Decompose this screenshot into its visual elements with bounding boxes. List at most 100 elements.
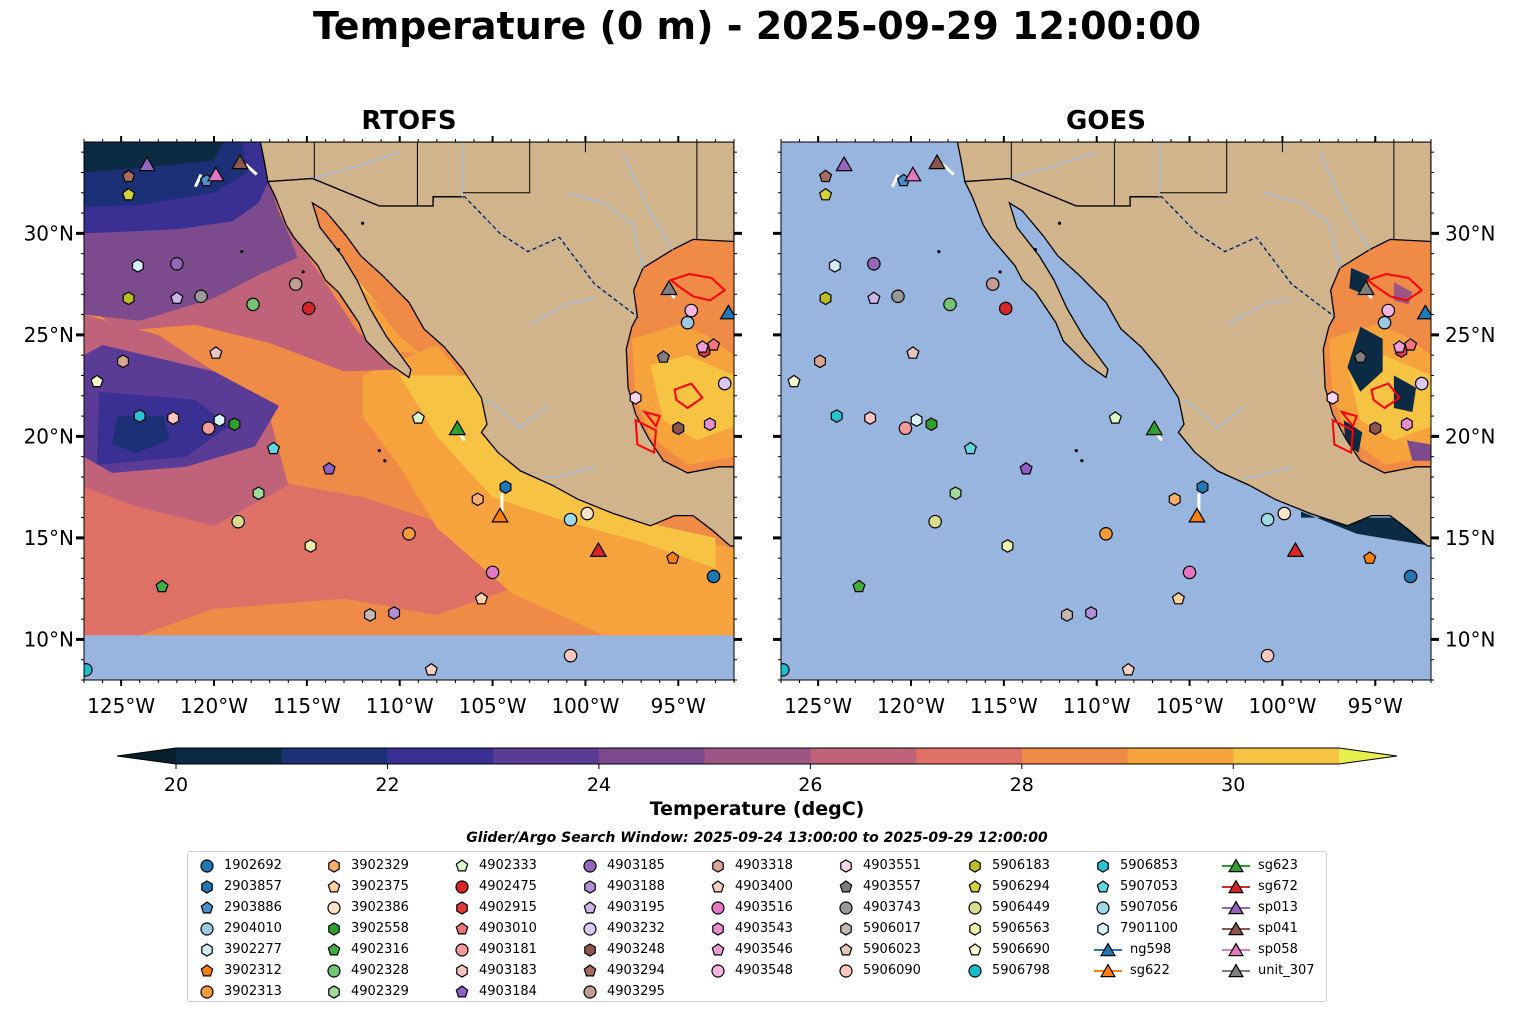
legend-column: 4903551 4903557 4903743 5906017 5906023 59060… <box>837 855 921 981</box>
legend-item: 4903551 <box>837 855 921 876</box>
legend-marker-icon <box>1096 879 1110 892</box>
island <box>1074 448 1078 453</box>
legend-marker-icon <box>1094 962 1122 977</box>
x-tick-label: 115°W <box>273 694 341 718</box>
state-border <box>462 142 531 194</box>
legend-marker-icon <box>327 963 341 978</box>
legend-item: 4903557 <box>837 876 921 897</box>
colorbar-segment <box>493 748 600 764</box>
legend-shape <box>583 921 597 936</box>
argo-float-2904010 <box>1377 315 1392 330</box>
legend-item: 4903183 <box>453 960 537 981</box>
legend-item-label: 2903886 <box>224 900 282 915</box>
argo-float-5906449 <box>231 514 245 529</box>
x-tick-label: 125°W <box>87 694 155 718</box>
temperature-field <box>84 142 224 173</box>
legend-marker-icon <box>1222 920 1250 935</box>
legend-item-label: 4902329 <box>351 984 409 999</box>
legend-marker-icon <box>712 858 724 873</box>
legend-item: 4902316 <box>325 939 409 960</box>
glider-sp058 <box>904 166 922 182</box>
legend-item-label: 4902328 <box>351 963 409 978</box>
legend-marker-icon <box>200 963 214 976</box>
glider-unit_307 <box>660 279 678 296</box>
legend-item: 2903886 <box>198 897 282 918</box>
map-frame <box>780 141 1432 681</box>
legend-item-label: 4903516 <box>735 900 793 915</box>
temperature-contour <box>634 418 658 455</box>
colorbar-segment <box>810 748 917 764</box>
argo-float-3902277 <box>828 258 841 273</box>
argo-float-5906023 <box>209 346 223 359</box>
legend-shape <box>1097 858 1109 873</box>
legend-shape <box>968 879 982 892</box>
argo-float-4903551 <box>1326 390 1339 405</box>
argo-float-3902277 <box>131 258 144 273</box>
legend-item-label: sp013 <box>1258 900 1298 915</box>
colorbar-high-extend <box>1339 748 1397 764</box>
legend-shape <box>201 879 213 894</box>
argo-float-4903294 <box>121 169 136 183</box>
legend-item: sg623 <box>1222 855 1315 876</box>
argo-float-4902329 <box>252 486 265 501</box>
legend-item-label: 4903543 <box>735 921 793 936</box>
argo-float-5906090 <box>563 648 578 663</box>
river <box>484 399 549 430</box>
legend-marker-icon <box>584 942 596 957</box>
legend-shape <box>455 921 469 934</box>
legend-item-label: ng598 <box>1130 942 1172 957</box>
river <box>1241 466 1292 479</box>
legend-item: sp041 <box>1222 918 1315 939</box>
river <box>566 192 644 269</box>
glider-sg623 <box>448 419 467 436</box>
colorbar-tick-label: 22 <box>375 774 399 796</box>
argo-float-5906690 <box>90 374 104 388</box>
legend-marker-icon <box>1094 941 1122 956</box>
legend-shape <box>968 942 982 955</box>
legend-item: 5906563 <box>966 918 1050 939</box>
legend-item-label: 4903232 <box>607 921 665 936</box>
argo-float-4903318 <box>116 354 129 369</box>
legend-item-label: 4902316 <box>351 942 409 957</box>
legend-column: 4903185 4903188 4903195 4903232 4903248 49032… <box>581 855 665 1002</box>
legend-item-label: 4903551 <box>863 858 921 873</box>
colorbar-tick-label: 30 <box>1221 774 1245 796</box>
river <box>1318 151 1371 251</box>
island <box>336 248 341 252</box>
temperature-contour <box>1339 410 1359 429</box>
argo-float-4903295 <box>985 277 1000 291</box>
x-tick-label: 120°W <box>877 694 945 718</box>
argo-float-3902375 <box>1171 591 1186 605</box>
temperature-contour <box>642 410 662 429</box>
legend-item-label: 4903294 <box>607 963 665 978</box>
river <box>529 297 595 326</box>
island <box>1080 459 1084 463</box>
argo-float-4903248 <box>1369 421 1382 436</box>
legend-shape <box>455 858 469 871</box>
legend-shape <box>327 879 341 892</box>
legend-item-label: 4902333 <box>479 858 537 873</box>
y-tick-label: 25°N <box>24 323 74 347</box>
legend-item-label: 5906017 <box>863 921 921 936</box>
legend-shape <box>327 963 341 978</box>
argo-float-4903516 <box>485 565 500 580</box>
y-tick-label: 20°N <box>1445 424 1495 448</box>
legend-shape <box>1096 879 1110 892</box>
argo-float-3902386 <box>1277 506 1292 521</box>
legend-item-label: sg623 <box>1258 858 1298 873</box>
legend-marker-icon <box>839 879 853 892</box>
argo-float-4902328 <box>246 297 260 312</box>
legend-triangle <box>1100 941 1116 956</box>
legend-item-label: 3902277 <box>224 942 282 957</box>
legend-item-label: 4903248 <box>607 942 665 957</box>
legend-shape <box>455 942 469 957</box>
legend-marker-icon <box>583 900 597 913</box>
legend-marker-icon <box>583 984 597 999</box>
legend-item-label: 3902375 <box>351 879 409 894</box>
legend-marker-icon <box>1222 941 1250 956</box>
legend-item: 5906449 <box>966 897 1050 918</box>
legend-item-label: 4903188 <box>607 879 665 894</box>
legend-marker-icon <box>968 963 982 978</box>
legend-item: 4903232 <box>581 918 665 939</box>
